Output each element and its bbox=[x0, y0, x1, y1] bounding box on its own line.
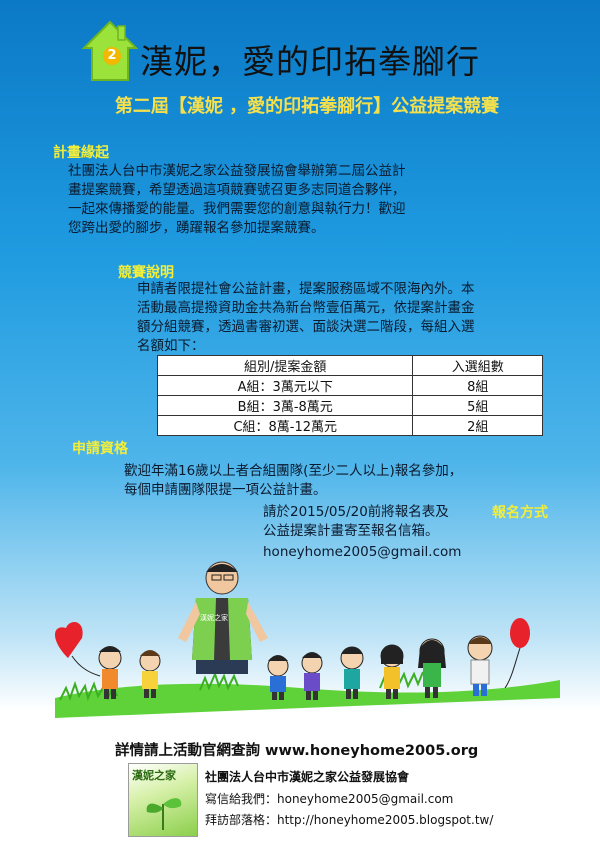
text-line: 社團法人台中市漢妮之家公益發展協會舉辦第二屆公益計 bbox=[68, 163, 406, 179]
kid-figure-icon bbox=[139, 650, 161, 698]
vest-text: 漢妮之家 bbox=[200, 613, 228, 622]
people-illustration: 漢妮之家 bbox=[55, 561, 560, 718]
table-header-cell: 組別/提案金額 bbox=[156, 355, 414, 376]
page-subtitle: 第二屆【漢妮 ，愛的印拓拳腳行】公益提案競賽 bbox=[114, 96, 500, 117]
org-logo: 漢妮之家 bbox=[128, 763, 198, 837]
table-cell: 2組 bbox=[412, 415, 543, 436]
registration-text: 請於2015/05/20前將報名表及 公益提案計畫寄至報名信箱。 bbox=[263, 503, 488, 541]
website-line: 詳情請上活動官網查詢 www.honeyhome2005.org bbox=[115, 743, 479, 759]
table-row: A組：3萬元以下 8組 bbox=[156, 375, 543, 396]
blog-link[interactable]: 拜訪部落格：http://honeyhome2005.blogspot.tw/ bbox=[205, 813, 494, 827]
kid-figure-icon bbox=[467, 635, 493, 696]
table-cell: B組：3萬-8萬元 bbox=[156, 395, 414, 416]
kid-figure-icon bbox=[380, 644, 404, 699]
quota-table: 組別/提案金額 入選組數 A組：3萬元以下 8組 B組：3萬-8萬元 5組 C組… bbox=[156, 355, 543, 436]
text-line: 畫提案競賽，希望透過這項競賽號召更多志同道合夥伴， bbox=[68, 182, 406, 198]
kid-figure-icon bbox=[418, 638, 446, 698]
text-line: 額分組競賽，透過書審初選、面談決選二階段，每組入選 bbox=[137, 319, 475, 335]
text-line: 一起來傳播愛的能量。我們需要您的創意與執行力！歡迎 bbox=[68, 201, 406, 217]
table-row: C組：8萬-12萬元 2組 bbox=[156, 415, 543, 436]
text-line: 申請者限提社會公益計畫，提案服務區域不限海內外。本 bbox=[137, 281, 475, 297]
heart-balloon-icon bbox=[55, 622, 101, 677]
table-cell: A組：3萬元以下 bbox=[156, 375, 414, 396]
sprout-icon bbox=[146, 798, 182, 830]
contact-email[interactable]: 寫信給我們：honeyhome2005@gmail.com bbox=[205, 792, 454, 806]
table-cell: 5組 bbox=[412, 395, 543, 416]
man-figure-icon bbox=[178, 561, 268, 674]
section-heading-plan-origin: 計畫緣起 bbox=[53, 145, 109, 161]
section-heading-competition: 競賽說明 bbox=[118, 265, 174, 281]
competition-text: 申請者限提社會公益計畫，提案服務區域不限海內外。本 活動最高提撥資助金共為新台幣… bbox=[137, 280, 557, 356]
org-logo-text: 漢妮之家 bbox=[132, 769, 176, 782]
kid-figure-icon bbox=[267, 655, 289, 700]
logo-badge: 2 bbox=[103, 47, 121, 65]
table-header-cell: 入選組數 bbox=[412, 355, 543, 376]
registration-email: honeyhome2005@gmail.com bbox=[263, 544, 462, 560]
text-line: 歡迎年滿16歲以上者合組團隊(至少二人以上)報名參加， bbox=[124, 463, 463, 479]
section-heading-registration: 報名方式 bbox=[492, 505, 548, 521]
text-line: 名額如下： bbox=[137, 338, 205, 354]
table-header-row: 組別/提案金額 入選組數 bbox=[156, 355, 543, 376]
balloon-icon bbox=[504, 618, 530, 689]
eligibility-text: 歡迎年滿16歲以上者合組團隊(至少二人以上)報名參加， 每個申請團隊限提一項公益… bbox=[124, 462, 554, 500]
plan-origin-text: 社團法人台中市漢妮之家公益發展協會舉辦第二屆公益計 畫提案競賽，希望透過這項競賽… bbox=[68, 162, 488, 238]
kid-figure-icon bbox=[98, 646, 122, 699]
text-line: 每個申請團隊限提一項公益計畫。 bbox=[124, 482, 327, 498]
section-heading-eligibility: 申請資格 bbox=[72, 441, 128, 457]
org-name: 社團法人台中市漢妮之家公益發展協會 bbox=[205, 770, 410, 784]
text-line: 請於2015/05/20前將報名表及 bbox=[263, 504, 449, 520]
text-line: 活動最高提撥資助金共為新台幣壹佰萬元，依提案計畫金 bbox=[137, 300, 475, 316]
kid-figure-icon bbox=[301, 652, 323, 700]
table-cell: 8組 bbox=[412, 375, 543, 396]
text-line: 公益提案計畫寄至報名信箱。 bbox=[263, 523, 439, 539]
table-cell: C組：8萬-12萬元 bbox=[156, 415, 414, 436]
text-line: 您跨出愛的腳步，踴躍報名參加提案競賽。 bbox=[68, 220, 325, 236]
table-row: B組：3萬-8萬元 5組 bbox=[156, 395, 543, 416]
kid-figure-icon bbox=[340, 646, 364, 699]
logo-title: 漢妮，愛的印拓拳腳行 bbox=[140, 42, 480, 81]
